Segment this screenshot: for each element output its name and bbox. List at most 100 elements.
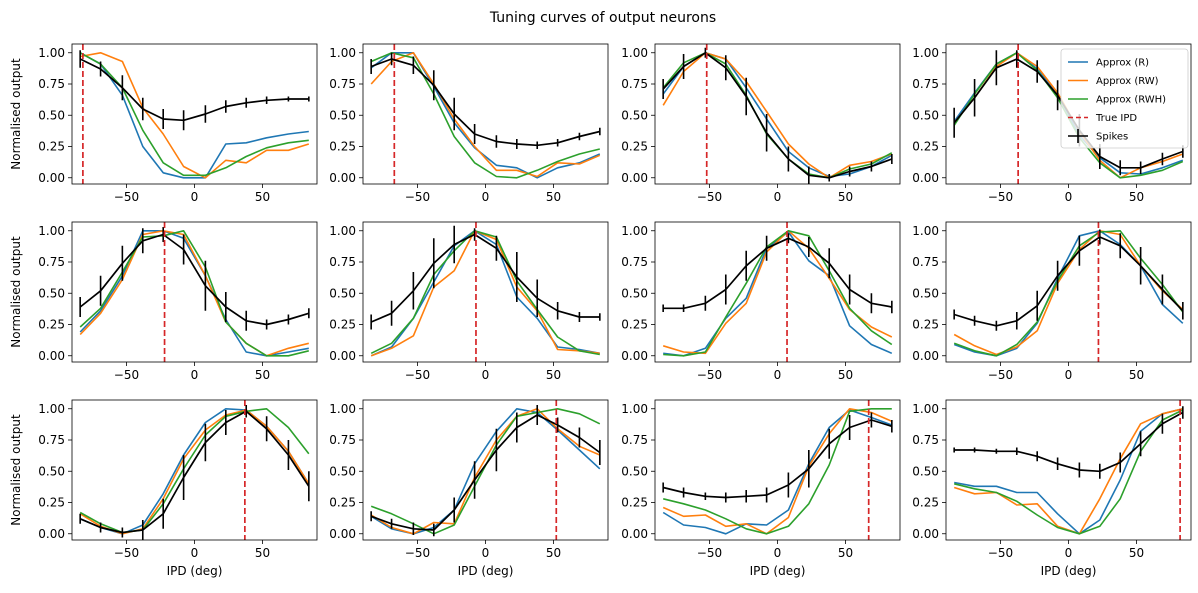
y-tick-label: 0.75 xyxy=(38,77,65,91)
x-tick-label: 50 xyxy=(255,368,270,382)
x-tick-label: 0 xyxy=(1065,368,1073,382)
approx-r-line xyxy=(370,230,600,357)
y-tick-label: 0.75 xyxy=(621,433,648,447)
approx-r-line xyxy=(79,407,310,535)
spikes-line xyxy=(954,411,1184,473)
y-tick-label: 1.00 xyxy=(329,46,356,60)
y-tick-label: 0.00 xyxy=(38,349,65,363)
y-tick-label: 0.50 xyxy=(329,108,356,122)
y-tick-label: 0.00 xyxy=(329,349,356,363)
x-tick-label: −50 xyxy=(114,546,139,560)
y-tick-label: 0.75 xyxy=(329,255,356,269)
x-tick-label: 50 xyxy=(1129,190,1144,204)
y-tick-label: 0.25 xyxy=(38,140,65,154)
spikes-line xyxy=(370,233,600,323)
y-tick-label: 1.00 xyxy=(621,402,648,416)
legend-handle-spikes xyxy=(1068,129,1088,143)
x-tick-label: −50 xyxy=(114,368,139,382)
axes-frame xyxy=(654,221,901,363)
x-tick-label: −50 xyxy=(697,546,722,560)
subplot-grid: 0.00 0.25 0.50 0.75 1.00 −50 0 50 Normalised out… xyxy=(9,43,1192,578)
y-tick-label: 0.25 xyxy=(912,496,939,510)
x-tick-label: 0 xyxy=(1065,190,1073,204)
approx-r-line xyxy=(370,407,601,535)
plot-area xyxy=(953,400,1184,540)
y-tick-label: 0.25 xyxy=(912,318,939,332)
plot-area xyxy=(79,222,310,362)
plot-area xyxy=(79,400,310,540)
x-tick-label: 0 xyxy=(191,368,199,382)
approx-rw-line xyxy=(953,408,1183,535)
y-tick-label: 1.00 xyxy=(912,224,939,238)
y-tick-label: 0.75 xyxy=(912,433,939,447)
x-tick-label: 50 xyxy=(838,546,853,560)
approx-rw-line xyxy=(370,407,601,535)
y-tick-label: 0.25 xyxy=(38,318,65,332)
y-tick-label: 0.50 xyxy=(912,108,939,122)
legend: Approx (R) Approx (RW) Approx (RWH) True IP… xyxy=(1060,48,1189,149)
subplot-10: 0.00 0.25 0.50 0.75 1.00 −50 0 50 IPD (deg) xyxy=(329,399,609,578)
legend-label-spikes: Spikes xyxy=(1096,132,1128,143)
x-tick-label: −50 xyxy=(405,546,430,560)
y-tick-label: 0.75 xyxy=(329,433,356,447)
y-tick-label: 0.50 xyxy=(38,108,65,122)
axes-frame xyxy=(945,221,1192,363)
approx-rw-line xyxy=(662,51,893,179)
x-tick-label: 0 xyxy=(191,546,199,560)
x-tick-label: 50 xyxy=(1129,546,1144,560)
axes-frame xyxy=(945,43,1192,185)
approx-rw-line xyxy=(662,407,893,535)
x-tick-label: 0 xyxy=(482,546,490,560)
x-tick-label: 50 xyxy=(1129,368,1144,382)
y-tick-label: 0.75 xyxy=(621,255,648,269)
y-tick-label: 0.25 xyxy=(38,496,65,510)
figure-title: Tuning curves of output neurons xyxy=(489,10,716,26)
y-tick-label: 1.00 xyxy=(329,224,356,238)
x-tick-label: 50 xyxy=(255,190,270,204)
subplot-7: 0.00 0.25 0.50 0.75 1.00 −50 0 50 xyxy=(621,221,901,382)
y-tick-label: 0.00 xyxy=(621,527,648,541)
y-tick-label: 0.50 xyxy=(329,286,356,300)
subplot-5: 0.00 0.25 0.50 0.75 1.00 −50 0 50 Normalised out… xyxy=(9,221,318,382)
axes-frame xyxy=(654,43,901,185)
y-axis-label: Normalised output xyxy=(9,236,23,348)
plot-area xyxy=(662,400,893,540)
y-tick-label: 0.25 xyxy=(329,318,356,332)
y-tick-label: 0.50 xyxy=(38,464,65,478)
approx-r-line xyxy=(79,52,309,179)
y-tick-label: 1.00 xyxy=(912,46,939,60)
approx-rwh-line xyxy=(663,407,892,535)
spikes-line xyxy=(663,237,892,310)
approx-rwh-line xyxy=(370,407,601,535)
y-tick-label: 0.75 xyxy=(38,255,65,269)
spikes-line xyxy=(662,51,893,179)
x-tick-label: 50 xyxy=(838,190,853,204)
axes-frame xyxy=(654,399,901,541)
legend-label-approx-rw: Approx (RW) xyxy=(1096,76,1159,87)
y-tick-label: 0.25 xyxy=(329,140,356,154)
plot-area xyxy=(953,222,1184,362)
y-tick-label: 0.25 xyxy=(621,318,648,332)
y-tick-label: 1.00 xyxy=(38,46,65,60)
y-tick-label: 0.75 xyxy=(38,433,65,447)
subplot-8: 0.00 0.25 0.50 0.75 1.00 −50 0 50 xyxy=(912,221,1192,382)
subplot-11: 0.00 0.25 0.50 0.75 1.00 −50 0 50 IPD (deg) xyxy=(621,399,901,578)
x-tick-label: 50 xyxy=(546,546,561,560)
y-tick-label: 0.75 xyxy=(912,255,939,269)
legend-label-approx-r: Approx (R) xyxy=(1096,58,1149,69)
y-tick-label: 1.00 xyxy=(38,402,65,416)
approx-rw-line xyxy=(662,230,893,355)
x-tick-label: −50 xyxy=(405,190,430,204)
x-tick-label: 0 xyxy=(482,190,490,204)
y-tick-label: 1.00 xyxy=(329,402,356,416)
y-tick-label: 0.00 xyxy=(621,349,648,363)
y-tick-label: 0.00 xyxy=(329,171,356,185)
approx-rwh-line xyxy=(79,230,309,357)
spikes-line xyxy=(662,419,893,499)
y-tick-label: 0.25 xyxy=(329,496,356,510)
x-tick-label: −50 xyxy=(697,190,722,204)
x-tick-label: −50 xyxy=(405,368,430,382)
x-tick-label: −50 xyxy=(988,190,1013,204)
subplot-1: 0.00 0.25 0.50 0.75 1.00 −50 0 50 Normalised out… xyxy=(9,43,318,204)
axes-frame xyxy=(71,43,318,185)
